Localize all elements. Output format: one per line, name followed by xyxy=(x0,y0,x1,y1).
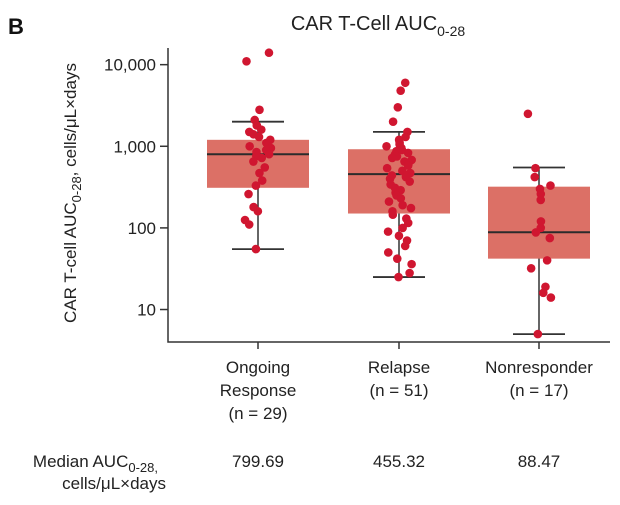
data-point xyxy=(253,206,263,216)
data-point xyxy=(244,189,253,199)
data-point xyxy=(256,125,266,134)
data-point xyxy=(531,228,541,237)
data-point xyxy=(536,189,546,199)
data-point xyxy=(531,163,540,173)
data-point xyxy=(405,268,414,278)
y-axis-label-main: CAR T-cell AUC xyxy=(61,202,80,323)
category-label: (n = 51) xyxy=(369,381,428,400)
data-point xyxy=(257,153,267,163)
data-point xyxy=(407,259,416,269)
data-point xyxy=(384,197,394,206)
y-tick-label: 1,000 xyxy=(113,137,156,156)
data-point xyxy=(396,86,405,95)
data-point xyxy=(545,233,555,243)
data-point xyxy=(382,163,392,173)
median-row-label-main: Median AUC xyxy=(33,452,128,471)
data-point xyxy=(401,132,410,142)
data-point xyxy=(245,141,254,151)
data-point xyxy=(383,227,393,236)
y-axis-label: CAR T-cell AUC0-28, cells/μL×days xyxy=(61,63,84,323)
median-row-label-units: cells/μL×days xyxy=(62,474,166,493)
chart-title-subscript: 0-28 xyxy=(437,23,465,39)
category-label: Relapse xyxy=(368,358,430,377)
data-point xyxy=(400,78,410,88)
data-point xyxy=(400,241,410,251)
data-point xyxy=(244,220,254,229)
data-point xyxy=(382,141,391,151)
category-label: Ongoing xyxy=(226,358,290,377)
y-tick-label: 10 xyxy=(137,301,156,320)
data-point xyxy=(403,161,413,170)
data-point xyxy=(542,256,552,265)
data-point xyxy=(392,254,402,263)
data-point xyxy=(254,132,264,142)
data-point xyxy=(264,48,274,58)
y-axis-label-subscript: 0-28 xyxy=(69,176,84,202)
category-label: (n = 17) xyxy=(509,381,568,400)
panel-label: B xyxy=(8,14,24,39)
data-point xyxy=(387,153,397,163)
chart-title-main: CAR T-Cell AUC xyxy=(291,13,437,35)
data-point xyxy=(394,231,404,241)
y-tick-label: 10,000 xyxy=(104,56,156,75)
y-axis-label-units: , cells/μL×days xyxy=(61,63,80,176)
data-point xyxy=(388,117,398,127)
data-point xyxy=(398,223,407,233)
data-point xyxy=(242,56,251,66)
median-value-nonresponder: 88.47 xyxy=(518,452,561,471)
data-point xyxy=(406,203,416,213)
data-point xyxy=(526,263,536,273)
median-row-label: Median AUC0-28, xyxy=(33,452,158,475)
data-point xyxy=(539,288,548,298)
data-point xyxy=(264,149,274,159)
chart-title: CAR T-Cell AUC0-28 xyxy=(291,13,466,39)
data-point xyxy=(257,176,267,185)
category-label: (n = 29) xyxy=(228,404,287,423)
data-point xyxy=(384,248,393,257)
data-point xyxy=(251,244,261,254)
data-point xyxy=(536,217,546,226)
data-point xyxy=(403,148,413,158)
data-point xyxy=(536,195,546,205)
data-point xyxy=(398,200,407,210)
plot-area: 10 100 1,000 10,000 Ongoing Response (n = 29) R… xyxy=(104,48,610,423)
data-point xyxy=(403,218,413,228)
data-point xyxy=(523,109,533,119)
data-point xyxy=(255,105,264,115)
data-point xyxy=(396,194,406,203)
data-point xyxy=(249,157,258,166)
median-row: Median AUC0-28, cells/μL×days 799.69 455… xyxy=(33,452,560,493)
data-point xyxy=(388,210,398,220)
median-row-label-subscript: 0-28, xyxy=(128,460,158,475)
y-tick-label: 100 xyxy=(128,219,156,238)
category-label: Nonresponder xyxy=(485,358,593,377)
data-point xyxy=(533,329,543,339)
data-point xyxy=(255,168,264,178)
data-point xyxy=(394,272,403,282)
category-label: Response xyxy=(220,381,297,400)
median-value-relapse: 455.32 xyxy=(373,452,425,471)
data-point xyxy=(405,177,415,186)
data-point xyxy=(251,181,261,190)
data-point xyxy=(393,103,403,112)
median-value-ongoing: 799.69 xyxy=(232,452,284,471)
data-point xyxy=(530,172,540,182)
data-point xyxy=(260,163,270,172)
data-point xyxy=(546,293,556,302)
data-point xyxy=(546,181,555,190)
